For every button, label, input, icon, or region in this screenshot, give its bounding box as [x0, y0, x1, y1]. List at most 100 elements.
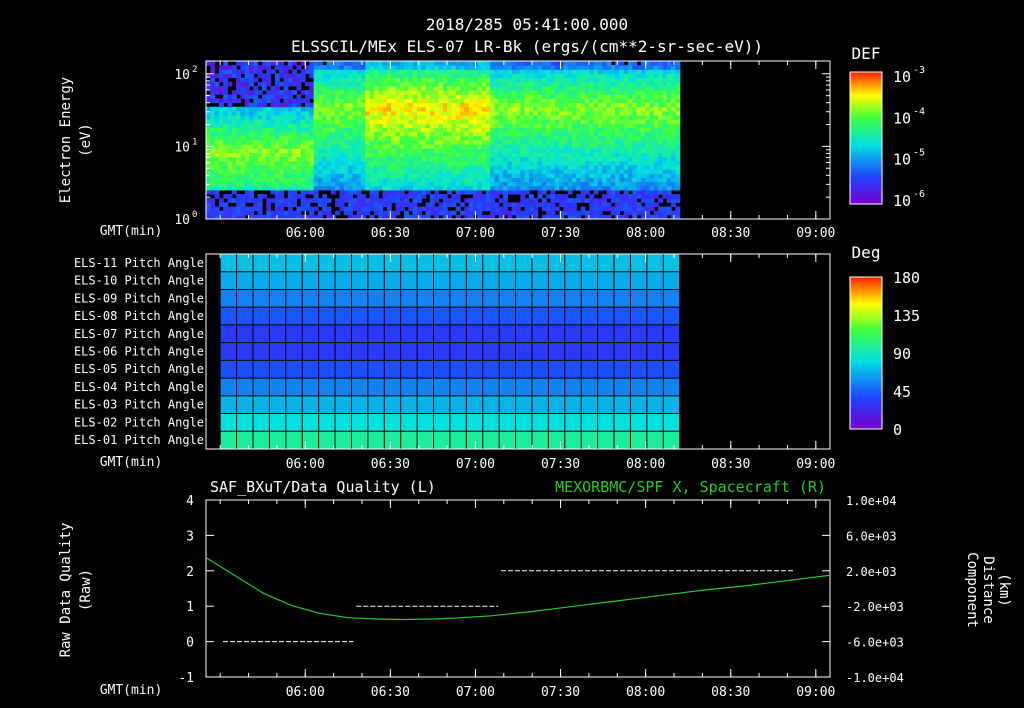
- spectrogram-cell: [404, 202, 409, 208]
- spectrogram-cell: [223, 194, 229, 199]
- spectrogram-cell: [597, 169, 603, 174]
- spectrogram-cell: [584, 214, 590, 220]
- spectrogram-cell: [296, 148, 302, 153]
- spectrogram-cell: [378, 106, 384, 112]
- spectrogram-cell: [472, 102, 478, 108]
- spectrogram-cell: [619, 164, 625, 170]
- spectrogram-cell: [399, 206, 405, 212]
- spectrogram-cell: [382, 73, 388, 79]
- spectrogram-cell: [434, 144, 440, 149]
- spectrogram-cell: [546, 140, 552, 145]
- spectrogram-cell: [352, 160, 358, 166]
- spectrogram-cell: [464, 94, 470, 99]
- spectrogram-cell: [236, 119, 242, 124]
- spectrogram-cell: [408, 173, 414, 178]
- spectrogram-cell: [520, 173, 526, 178]
- spectrogram-cell: [317, 140, 323, 145]
- spectrogram-cell: [305, 119, 310, 124]
- spectrogram-cell: [528, 140, 534, 145]
- spectrogram-cell: [584, 65, 590, 70]
- spectrogram-cell: [640, 189, 646, 195]
- spectrogram-cell: [206, 135, 211, 141]
- spectrogram-cell: [494, 81, 500, 87]
- spectrogram-cell: [210, 152, 216, 158]
- spectrogram-cell: [662, 131, 668, 137]
- spectrogram-cell: [253, 98, 259, 104]
- spectrogram-cell: [313, 181, 319, 187]
- spectrogram-cell: [468, 135, 474, 141]
- spectrogram-cell: [438, 77, 444, 83]
- spectrogram-cell: [636, 127, 642, 133]
- spectrogram-cell: [382, 177, 388, 183]
- spectrogram-cell: [619, 140, 625, 145]
- spectrogram-cell: [636, 148, 642, 153]
- spectrogram-cell: [580, 189, 586, 195]
- spectrogram-cell: [490, 198, 496, 203]
- spectrogram-cell: [584, 164, 590, 170]
- spectrogram-cell: [279, 177, 285, 183]
- spectrogram-cell: [369, 164, 375, 170]
- spectrogram-cell: [537, 73, 543, 79]
- spectrogram-cell: [395, 152, 401, 158]
- spectrogram-cell: [287, 210, 293, 216]
- spectrogram-cell: [244, 69, 250, 74]
- spectrogram-cell: [658, 85, 664, 91]
- spectrogram-cell: [429, 65, 435, 70]
- spectrogram-cell: [253, 119, 259, 124]
- spectrogram-cell: [537, 81, 543, 87]
- spectrogram-cell: [257, 131, 263, 137]
- spectrogram-cell: [309, 156, 315, 162]
- spectrogram-cell: [658, 164, 664, 170]
- spectrogram-cell: [559, 164, 565, 170]
- spectrogram-cell: [559, 81, 565, 87]
- spectrogram-cell: [348, 148, 354, 153]
- spectrogram-cell: [468, 140, 474, 145]
- spectrogram-cell: [317, 156, 323, 162]
- spectrogram-cell: [627, 127, 633, 133]
- spectrogram-cell: [231, 156, 237, 162]
- spectrogram-cell: [623, 160, 629, 166]
- spectrogram-cell: [317, 148, 323, 153]
- spectrogram-cell: [434, 189, 440, 195]
- spectrogram-cell: [378, 140, 384, 145]
- spectrogram-cell: [214, 152, 220, 158]
- spectrogram-cell: [378, 181, 384, 187]
- spectrogram-cell: [468, 77, 474, 83]
- spectrogram-cell: [554, 148, 560, 153]
- spectrogram-cell: [373, 177, 379, 183]
- spectrogram-cell: [279, 135, 285, 141]
- spectrogram-cell: [391, 94, 397, 99]
- spectrogram-cell: [572, 181, 577, 187]
- spectrogram-cell: [322, 106, 328, 112]
- spectrogram-cell: [279, 164, 285, 170]
- spectrogram-cell: [447, 81, 453, 87]
- spectrogram-cell: [223, 119, 229, 124]
- spectrogram-cell: [653, 119, 659, 124]
- spectrogram-cell: [283, 214, 289, 220]
- spectrogram-cell: [236, 77, 242, 83]
- spectrogram-cell: [257, 98, 263, 104]
- spectrogram-cell: [206, 202, 211, 208]
- spectrogram-cell: [593, 206, 599, 212]
- spectrogram-cell: [447, 61, 453, 66]
- spectrogram-cell: [300, 206, 306, 212]
- spectrogram-cell: [507, 98, 513, 104]
- spectrogram-cell: [412, 110, 418, 116]
- spectrogram-cell: [373, 90, 379, 95]
- spectrogram-cell: [404, 173, 409, 178]
- spectrogram-cell: [537, 110, 543, 116]
- spectrogram-cell: [576, 102, 582, 108]
- spectrogram-cell: [404, 156, 409, 162]
- spectrogram-cell: [533, 119, 539, 124]
- spectrogram-cell: [292, 160, 298, 166]
- spectrogram-cell: [498, 173, 504, 178]
- spectrogram-cell: [287, 81, 293, 87]
- spectrogram-cell: [503, 85, 509, 91]
- spectrogram-cell: [442, 202, 448, 208]
- spectrogram-cell: [386, 69, 392, 74]
- spectrogram-cell: [296, 140, 302, 145]
- spectrogram-cell: [576, 156, 582, 162]
- spectrogram-cell: [249, 140, 254, 145]
- spectrogram-cell: [386, 194, 392, 199]
